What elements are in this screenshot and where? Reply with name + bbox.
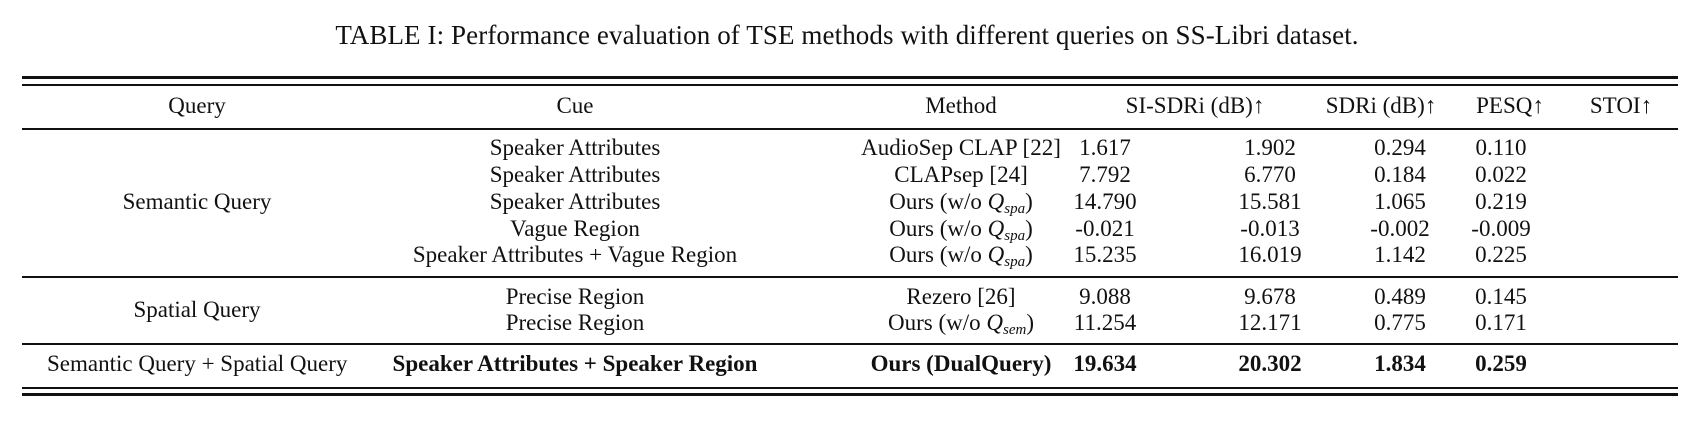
cell-sdri: 6.770 — [1244, 162, 1296, 187]
cell-cue: Precise Region — [505, 310, 645, 335]
header-query: Query — [168, 93, 226, 118]
cell-pesq: 0.184 — [1374, 162, 1426, 187]
cell-si-sdri: 11.254 — [1073, 310, 1137, 335]
table-caption: TABLE I: Performance evaluation of TSE m… — [335, 20, 1359, 50]
cell-pesq: 1.142 — [1374, 242, 1426, 267]
header-method: Method — [925, 93, 997, 118]
method-variable: Q — [987, 216, 1005, 241]
header-rule — [22, 128, 1678, 130]
query-group-label: Semantic Query — [122, 189, 272, 214]
header-cue: Cue — [556, 93, 594, 118]
cell-pesq: 1.834 — [1374, 351, 1426, 376]
cell-stoi: 0.022 — [1475, 162, 1527, 187]
table-row: Speaker Attributes AudioSep CLAP [22] 1.61… — [0, 135, 1694, 163]
cell-si-sdri: -0.021 — [1075, 216, 1135, 241]
cell-si-sdri: 9.088 — [1079, 284, 1131, 309]
bottom-rule-outer — [22, 393, 1678, 396]
method-prefix: Ours (w/o — [889, 216, 988, 241]
query-group-label: Semantic Query + Spatial Query — [47, 351, 348, 376]
cell-sdri: 20.302 — [1238, 351, 1302, 376]
cell-pesq: 0.489 — [1374, 284, 1426, 309]
cell-sdri: -0.013 — [1240, 216, 1300, 241]
cell-method: Ours (w/o Qsem) — [791, 310, 1131, 339]
cell-pesq: -0.002 — [1370, 216, 1430, 241]
method-subscript: spa — [1004, 201, 1026, 217]
cell-si-sdri: 1.617 — [1079, 135, 1131, 160]
method-suffix: ) — [1025, 216, 1033, 241]
method-suffix: ) — [1026, 310, 1034, 335]
cell-cue: Precise Region — [505, 284, 645, 309]
cell-cue: Speaker Attributes — [489, 135, 661, 160]
cell-method: Rezero [26] — [906, 284, 1016, 309]
cell-cue: Vague Region — [510, 216, 640, 241]
cell-method: CLAPsep [24] — [894, 162, 1028, 187]
header-pesq: PESQ↑ — [1476, 93, 1544, 118]
method-suffix: ) — [1025, 189, 1033, 214]
cell-stoi: 0.145 — [1475, 284, 1527, 309]
table-row: Speaker Attributes + Vague Region Ours (w… — [0, 242, 1694, 270]
table-row: Precise Region Ours (w/o Qsem) 11.254 12.17… — [0, 310, 1694, 338]
query-group-label: Spatial Query — [133, 297, 261, 322]
cell-sdri: 16.019 — [1238, 242, 1302, 267]
cell-stoi: 0.225 — [1475, 242, 1527, 267]
cell-pesq: 0.294 — [1374, 135, 1426, 160]
cell-method: Ours (DualQuery) — [870, 351, 1052, 376]
method-suffix: ) — [1025, 242, 1033, 267]
table-row: Vague Region Ours (w/o Qspa) -0.021 -0.013-… — [0, 216, 1694, 244]
method-prefix: Ours (w/o — [889, 189, 988, 214]
method-prefix: Ours (w/o — [889, 242, 988, 267]
cell-sdri: 12.171 — [1238, 310, 1302, 335]
method-prefix: Ours (w/o — [887, 310, 987, 335]
cell-stoi: 0.219 — [1475, 189, 1527, 214]
group-rule — [22, 276, 1678, 278]
method-subscript: spa — [1004, 254, 1026, 270]
cell-si-sdri: 14.790 — [1073, 189, 1137, 214]
cell-sdri: 1.902 — [1244, 135, 1296, 160]
cell-stoi: 0.171 — [1475, 310, 1527, 335]
top-rule — [22, 76, 1678, 79]
table-row: Speaker Attributes Ours (w/o Qspa) 14.790 1… — [0, 189, 1694, 217]
cell-cue: Speaker Attributes + Speaker Region — [392, 351, 758, 376]
bottom-rule — [22, 387, 1678, 389]
table-row: Speaker Attributes CLAPsep [24] 7.792 6.770… — [0, 162, 1694, 190]
table-row: Speaker Attributes + Speaker Region Ours … — [0, 351, 1694, 379]
cell-cue: Speaker Attributes + Vague Region — [412, 242, 738, 267]
header-stoi: STOI↑ — [1589, 93, 1653, 118]
header-sdri: SDRi (dB)↑ — [1325, 93, 1437, 118]
method-variable: Q — [987, 242, 1005, 267]
cell-stoi: 0.110 — [1475, 135, 1527, 160]
cell-pesq: 1.065 — [1374, 189, 1426, 214]
cell-sdri: 9.678 — [1244, 284, 1296, 309]
cell-method: Ours (w/o Qspa) — [791, 189, 1131, 218]
cell-method: AudioSep CLAP [22] — [861, 135, 1061, 160]
cell-cue: Speaker Attributes — [489, 189, 661, 214]
method-variable: Q — [986, 310, 1003, 335]
cell-si-sdri: 19.634 — [1073, 351, 1137, 376]
cell-pesq: 0.775 — [1374, 310, 1426, 335]
header-si-sdri: SI-SDRi (dB)↑ — [1125, 93, 1265, 118]
method-variable: Q — [987, 189, 1005, 214]
cell-stoi: 0.259 — [1475, 351, 1527, 376]
cell-method: Ours (w/o Qspa) — [791, 216, 1131, 245]
top-rule-inner — [22, 84, 1678, 86]
cell-si-sdri: 15.235 — [1073, 242, 1137, 267]
cell-cue: Speaker Attributes — [489, 162, 661, 187]
method-subscript: spa — [1004, 228, 1026, 244]
table-row: Precise Region Rezero [26] 9.088 9.678 0.489… — [0, 284, 1694, 312]
cell-method: Ours (w/o Qspa) — [791, 242, 1131, 271]
cell-stoi: -0.009 — [1471, 216, 1531, 241]
group-rule — [22, 343, 1678, 345]
method-subscript: sem — [1003, 322, 1027, 338]
cell-si-sdri: 7.792 — [1079, 162, 1131, 187]
cell-sdri: 15.581 — [1238, 189, 1302, 214]
